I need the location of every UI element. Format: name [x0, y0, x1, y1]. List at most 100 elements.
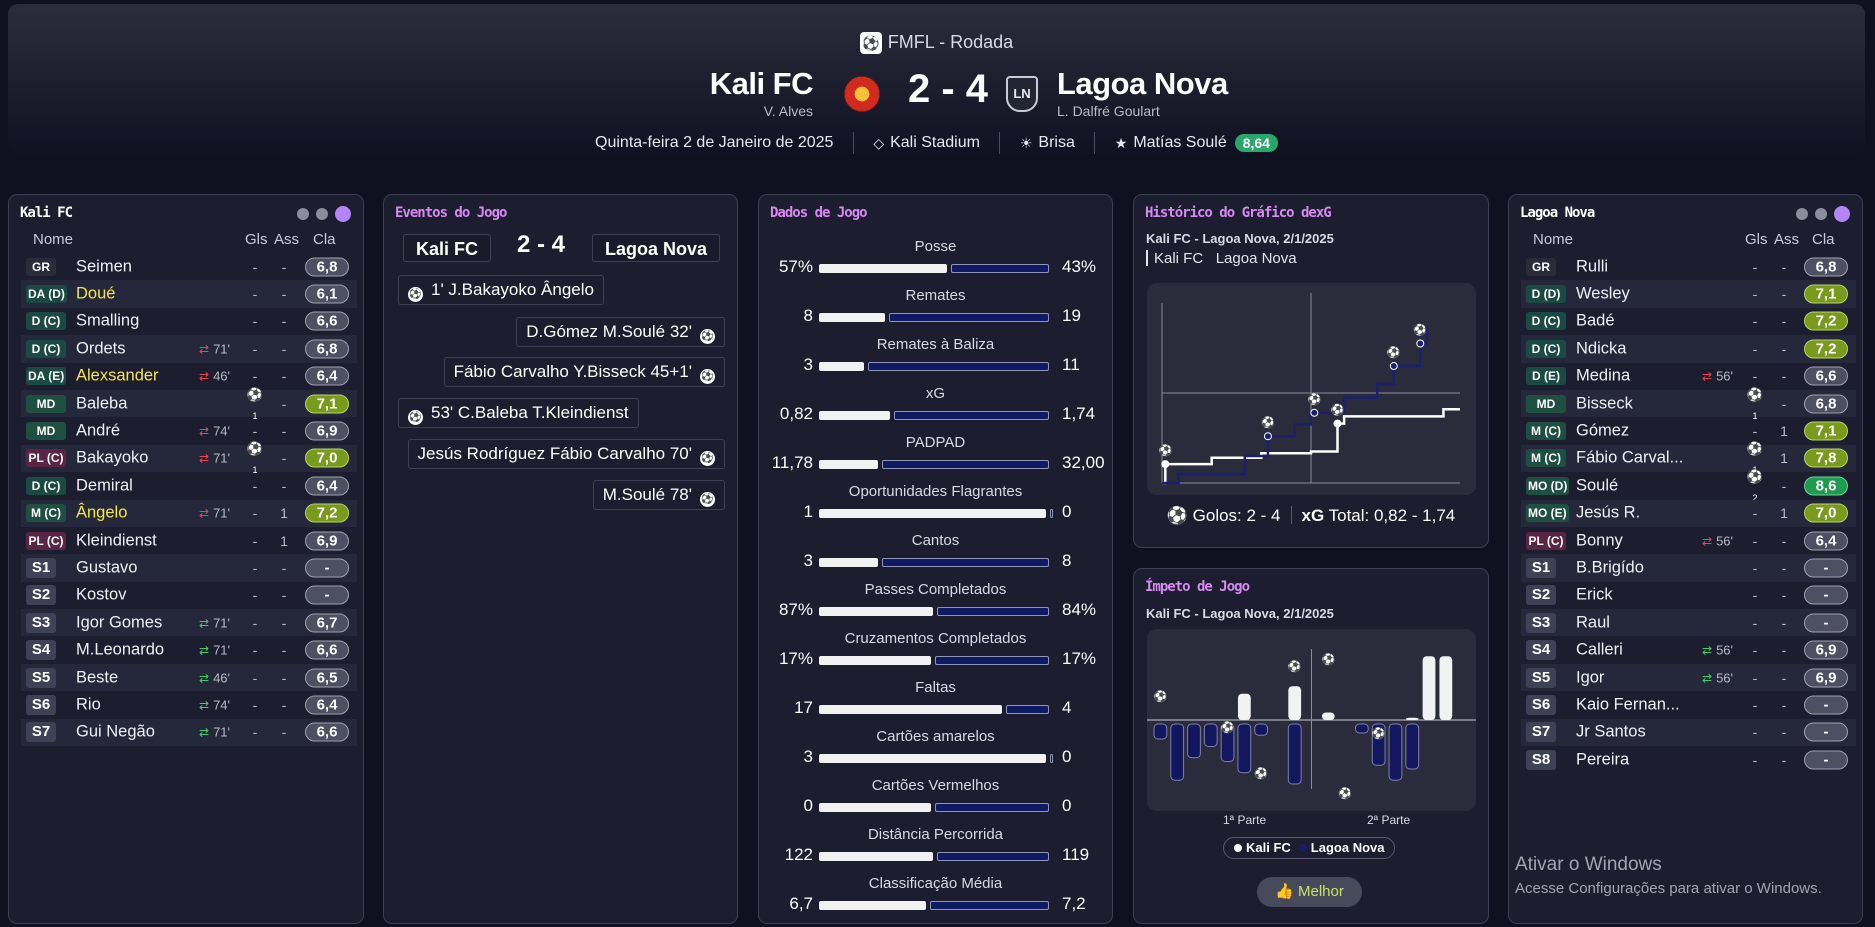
player-name[interactable]: Seimen	[76, 257, 132, 276]
view-dot[interactable]	[1796, 208, 1808, 220]
player-name[interactable]: Baleba	[76, 394, 128, 413]
player-name[interactable]: M.Leonardo	[76, 640, 165, 659]
player-name[interactable]: Erick	[1576, 585, 1613, 604]
player-name[interactable]: Calleri	[1576, 640, 1623, 659]
player-row[interactable]: M (C) Ângelo ⇄ 71' - 1 7,2	[21, 499, 357, 527]
player-name[interactable]: Bakayoko	[76, 448, 149, 467]
player-row[interactable]: PL (C) Bonny ⇄ 56' - -6,4	[1521, 527, 1856, 554]
player-row[interactable]: S6 Rio ⇄ 74' - - 6,4	[21, 691, 357, 718]
player-row[interactable]: DA (E) Alexsander ⇄ 46' - - 6,4	[21, 363, 357, 390]
player-row[interactable]: D (C) Demiral - - 6,4	[21, 472, 357, 499]
player-name[interactable]: Kleindienst	[76, 531, 157, 550]
player-name[interactable]: Soulé	[1576, 476, 1619, 495]
player-row[interactable]: MO (E) Jesús R. - 1 7,0	[1521, 499, 1856, 527]
player-row[interactable]: S4 Calleri ⇄ 56' - -6,9	[1521, 636, 1856, 663]
player-name[interactable]: Gómez	[1576, 421, 1630, 440]
player-name[interactable]: Medina	[1576, 366, 1631, 385]
player-row[interactable]: S4 M.Leonardo ⇄ 71' - - 6,6	[21, 636, 357, 663]
view-dot[interactable]	[1815, 208, 1827, 220]
player-name[interactable]: Beste	[76, 668, 119, 687]
player-row[interactable]: D (C) Badé - -7,2	[1521, 308, 1856, 335]
player-row[interactable]: D (C) Ordets ⇄ 71' - - 6,8	[21, 335, 357, 363]
player-name[interactable]: Bisseck	[1576, 394, 1633, 413]
event-item[interactable]: M.Soulé 78' ⚽	[592, 480, 725, 510]
player-row[interactable]: S2 Kostov - - -	[21, 582, 357, 609]
event-item[interactable]: ⚽ 1' J.Bakayoko Ângelo	[398, 275, 604, 305]
player-row[interactable]: D (D) Wesley - -7,1	[1521, 280, 1856, 308]
player-name[interactable]: Badé	[1576, 311, 1615, 330]
view-dot[interactable]	[316, 208, 328, 220]
player-row[interactable]: S1 Gustavo - - -	[21, 554, 357, 582]
player-row[interactable]: GR Seimen - - 6,8	[21, 253, 357, 280]
player-row[interactable]: D (E) Medina ⇄ 56' - -6,6	[1521, 363, 1856, 390]
view-dot[interactable]	[297, 208, 309, 220]
away-crest-icon[interactable]: LN	[1006, 76, 1038, 112]
home-manager[interactable]: V. Alves	[763, 103, 813, 119]
event-item[interactable]: D.Gómez M.Soulé 32' ⚽	[516, 317, 725, 347]
player-row[interactable]: S3 Raul - - -	[1521, 609, 1856, 637]
player-row[interactable]: MD Baleba ⚽1- 7,1	[21, 387, 357, 420]
view-dot-active[interactable]	[1834, 206, 1850, 222]
player-row[interactable]: D (C) Smalling - - 6,6	[21, 308, 357, 335]
player-row[interactable]: DA (D) Doué - - 6,1	[21, 280, 357, 308]
player-name[interactable]: Gustavo	[76, 558, 138, 577]
player-name[interactable]: Ndicka	[1576, 339, 1627, 358]
away-team-block[interactable]: Lagoa Nova L. Dalfré Goulart	[1057, 66, 1228, 119]
player-row[interactable]: M (C) Fábio Carval... ⚽1 1 7,8	[1521, 442, 1856, 475]
event-item[interactable]: Fábio Carvalho Y.Bisseck 45+1' ⚽	[443, 357, 725, 387]
player-row[interactable]: S5 Beste ⇄ 46' - - 6,5	[21, 663, 357, 692]
player-name[interactable]: Kostov	[76, 585, 127, 604]
player-row[interactable]: MD André ⇄ 74' - - 6,9	[21, 417, 357, 444]
view-dot-active[interactable]	[335, 206, 351, 222]
player-name[interactable]: Alexsander	[76, 366, 159, 385]
player-name[interactable]: Ordets	[76, 339, 126, 358]
player-name[interactable]: Jr Santos	[1576, 722, 1646, 741]
panel-view-switcher[interactable]	[290, 206, 351, 225]
player-name[interactable]: Ângelo	[76, 503, 128, 522]
event-item[interactable]: Jesús Rodríguez Fábio Carvalho 70' ⚽	[407, 439, 725, 469]
player-name[interactable]: Rio	[76, 695, 101, 714]
player-row[interactable]: PL (C) Bakayoko ⇄ 71' ⚽1- 7,0	[21, 442, 357, 475]
player-name[interactable]: André	[76, 421, 121, 440]
player-row[interactable]: PL (C) Kleindienst - 1 6,9	[21, 527, 357, 554]
away-manager[interactable]: L. Dalfré Goulart	[1057, 103, 1160, 119]
player-name[interactable]: B.Brigído	[1576, 558, 1644, 577]
player-name[interactable]: Igor Gomes	[76, 613, 163, 632]
player-name[interactable]: Smalling	[76, 311, 140, 330]
player-row[interactable]: S6 Kaio Fernan... - - -	[1521, 691, 1856, 718]
player-row[interactable]: S5 Igor ⇄ 56' - -6,9	[1521, 663, 1856, 692]
player-name[interactable]: Raul	[1576, 613, 1610, 632]
player-row[interactable]: S3 Igor Gomes ⇄ 71' - - 6,7	[21, 609, 357, 637]
player-name[interactable]: Bonny	[1576, 531, 1623, 550]
player-row[interactable]: MD Bisseck ⚽1-6,8	[1521, 387, 1856, 420]
player-row[interactable]: D (C) Ndicka - -7,2	[1521, 335, 1856, 363]
player-name[interactable]: Kaio Fernan...	[1576, 695, 1680, 714]
momentum-chart-area[interactable]: ⚽ ⚽ ⚽ ⚽ ⚽ ⚽ ⚽	[1147, 629, 1476, 811]
player-name[interactable]: Rulli	[1576, 257, 1609, 276]
player-name[interactable]: Demiral	[76, 476, 133, 495]
player-name[interactable]: Jesús R.	[1576, 503, 1641, 522]
stadium-name[interactable]: Kali Stadium	[890, 134, 980, 151]
better-button[interactable]: 👍 Melhor	[1257, 877, 1362, 907]
player-row[interactable]: MO (D) Soulé ⚽2-8,6	[1521, 469, 1856, 503]
player-row[interactable]: S2 Erick - - -	[1521, 582, 1856, 609]
panel-view-switcher[interactable]	[1789, 206, 1850, 225]
player-name[interactable]: Pereira	[1576, 750, 1630, 769]
player-name[interactable]: Gui Negão	[76, 722, 155, 741]
away-team-name[interactable]: Lagoa Nova	[1057, 66, 1228, 101]
event-item[interactable]: ⚽ 53' C.Baleba T.Kleindienst	[398, 398, 639, 428]
player-row[interactable]: GR Rulli - -6,8	[1521, 253, 1856, 280]
player-row[interactable]: S1 B.Brigído - - -	[1521, 554, 1856, 582]
home-crest-icon[interactable]	[844, 76, 880, 112]
home-team-block[interactable]: Kali FC V. Alves	[710, 66, 814, 119]
player-row[interactable]: M (C) Gómez - 1 7,1	[1521, 417, 1856, 444]
player-name[interactable]: Fábio Carval...	[1576, 448, 1684, 467]
player-row[interactable]: S7 Jr Santos - - -	[1521, 718, 1856, 747]
player-row[interactable]: S8 Pereira - - -	[1521, 746, 1856, 773]
player-row[interactable]: S7 Gui Negão ⇄ 71' - - 6,6	[21, 718, 357, 747]
potm-name[interactable]: Matías Soulé	[1133, 134, 1227, 151]
player-name[interactable]: Wesley	[1576, 284, 1630, 303]
xg-chart-area[interactable]: ⚽ ⚽ ⚽ ⚽ ⚽ ⚽	[1147, 283, 1476, 495]
player-name[interactable]: Igor	[1576, 668, 1605, 687]
player-name[interactable]: Doué	[76, 284, 116, 303]
